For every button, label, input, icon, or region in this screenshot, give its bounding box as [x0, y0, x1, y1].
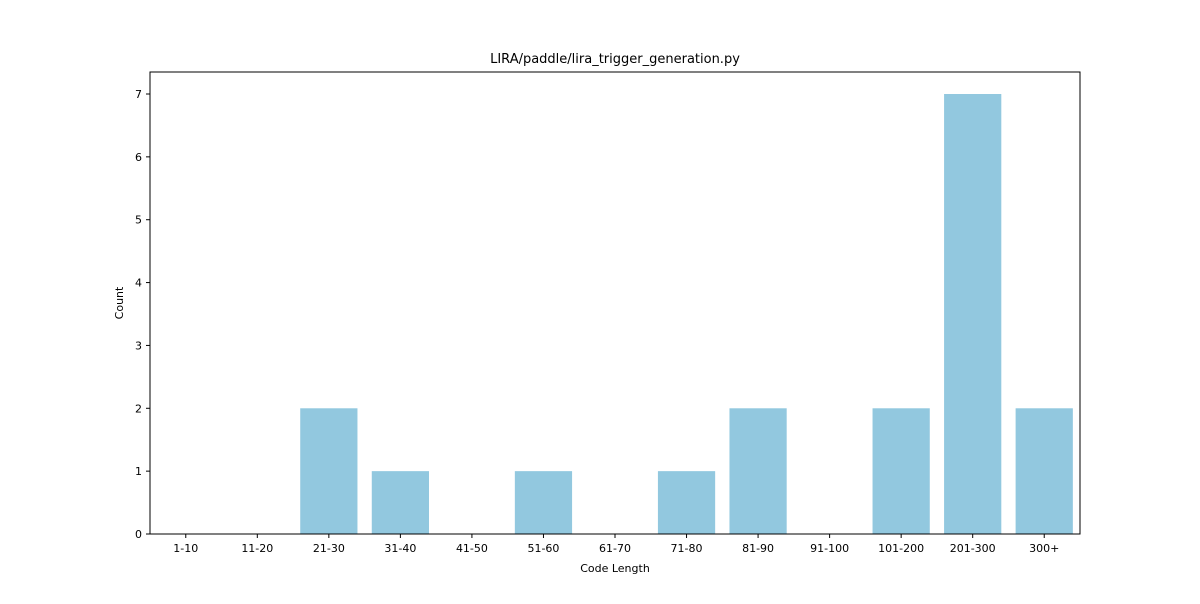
bar-21-30: [300, 408, 358, 534]
y-tick-label: 4: [135, 277, 142, 290]
x-axis-ticks: 1-10 11-20 21-30 31-40 41-50 51-60 61-70 71-80 8…: [173, 534, 1059, 555]
y-axis-ticks: 0 1 2 3 4 5 6 7: [135, 88, 150, 541]
bar-81-90: [729, 408, 787, 534]
y-tick-label: 0: [135, 528, 142, 541]
bar-101-200: [872, 408, 930, 534]
bar-300+: [1015, 408, 1073, 534]
x-tick-label: 1-10: [173, 542, 198, 555]
x-tick-label: 61-70: [599, 542, 631, 555]
bar-31-40: [371, 471, 429, 534]
x-tick-label: 71-80: [671, 542, 703, 555]
x-tick-label: 31-40: [384, 542, 416, 555]
bar-51-60: [514, 471, 573, 534]
y-tick-label: 1: [135, 465, 142, 478]
y-tick-label: 5: [135, 214, 142, 227]
chart-title: LIRA/paddle/lira_trigger_generation.py: [490, 52, 740, 67]
plot-frame: [149, 71, 1081, 535]
x-tick-label: 11-20: [241, 542, 273, 555]
x-tick-label: 91-100: [810, 542, 849, 555]
x-tick-label: 201-300: [950, 542, 996, 555]
x-tick-label: 51-60: [527, 542, 559, 555]
y-tick-label: 3: [135, 339, 142, 352]
y-tick-label: 2: [135, 402, 142, 415]
bar-71-80: [657, 471, 716, 534]
x-tick-label: 300+: [1029, 542, 1059, 555]
bars-group: [300, 94, 1073, 534]
y-tick-label: 7: [135, 88, 142, 101]
y-axis-label: Count: [113, 286, 126, 319]
bar-201-300: [944, 94, 1002, 534]
x-tick-label: 41-50: [456, 542, 488, 555]
y-tick-label: 6: [135, 151, 142, 164]
x-axis-label: Code Length: [580, 562, 650, 575]
x-tick-label: 81-90: [742, 542, 774, 555]
x-tick-label: 101-200: [878, 542, 924, 555]
x-tick-label: 21-30: [313, 542, 345, 555]
